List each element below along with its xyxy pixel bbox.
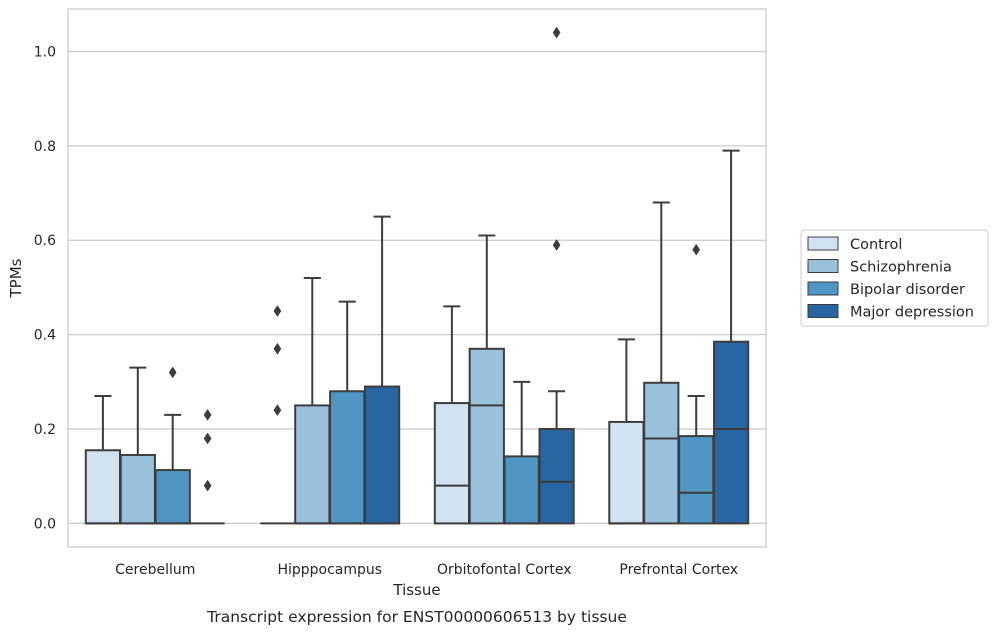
plot-frame bbox=[67, 8, 767, 548]
legend-label: Major depression bbox=[850, 305, 974, 321]
outlier-point bbox=[552, 26, 561, 39]
legend-label: Bipolar disorder bbox=[850, 282, 965, 298]
legend-swatch bbox=[807, 304, 839, 318]
y-tick-label: 1.0 bbox=[34, 44, 56, 60]
legend-swatch bbox=[807, 281, 839, 296]
outlier-point bbox=[273, 305, 282, 317]
y-tick-label: 0.6 bbox=[34, 233, 56, 249]
box bbox=[84, 394, 122, 525]
box bbox=[712, 149, 750, 525]
boxes bbox=[84, 26, 750, 525]
box bbox=[468, 234, 505, 525]
box-body bbox=[678, 435, 715, 525]
x-tick-label: Orbitofontal Cortex bbox=[437, 562, 572, 578]
legend-swatch bbox=[807, 259, 839, 273]
y-tick-label: 0.0 bbox=[34, 516, 56, 532]
y-tick-labels: 0.0 0.2 0.4 0.6 0.8 1.0 bbox=[34, 44, 56, 532]
box-body bbox=[329, 390, 366, 525]
box-body bbox=[643, 381, 680, 525]
outlier-point bbox=[203, 432, 212, 445]
outlier-point bbox=[203, 408, 212, 421]
box-body bbox=[468, 347, 505, 525]
outlier-point bbox=[273, 342, 282, 355]
box-body bbox=[538, 428, 575, 525]
box bbox=[260, 305, 295, 525]
y-tick-label: 0.4 bbox=[34, 328, 56, 344]
x-tick-label: Hipppocampus bbox=[277, 562, 382, 578]
box bbox=[190, 408, 225, 525]
legend-label: Schizophrenia bbox=[850, 260, 952, 276]
y-axis-label: TPMs bbox=[7, 258, 25, 298]
x-tick-labels: Cerebellum Hipppocampus Orbitofontal Corte… bbox=[115, 562, 738, 578]
x-tick-label: Cerebellum bbox=[115, 562, 195, 578]
box bbox=[678, 243, 715, 525]
box-body bbox=[433, 402, 471, 525]
y-tick-label: 0.2 bbox=[34, 422, 56, 438]
box-body bbox=[119, 453, 156, 525]
box-body bbox=[608, 420, 645, 525]
outlier-point bbox=[552, 239, 561, 251]
legend-label: Control bbox=[850, 237, 902, 253]
legend-swatch bbox=[807, 236, 839, 251]
box bbox=[538, 26, 575, 525]
y-tick-label: 0.8 bbox=[34, 139, 56, 155]
box-body bbox=[84, 449, 122, 525]
box-body bbox=[503, 455, 540, 525]
box bbox=[294, 277, 331, 525]
box-body bbox=[154, 469, 191, 525]
box-body bbox=[294, 404, 331, 525]
outlier-point bbox=[168, 366, 177, 379]
outlier-point bbox=[203, 479, 212, 492]
legend: Control Schizophrenia Bipolar disorder Majo… bbox=[800, 229, 989, 327]
outlier-point bbox=[692, 243, 701, 256]
x-axis-label: Tissue bbox=[392, 581, 440, 599]
box bbox=[503, 380, 540, 525]
box bbox=[608, 338, 645, 525]
box bbox=[119, 366, 156, 525]
outlier-point bbox=[273, 404, 282, 417]
x-tick-label: Prefrontal Cortex bbox=[619, 562, 738, 578]
box bbox=[329, 300, 366, 525]
box bbox=[643, 201, 680, 525]
box-body bbox=[363, 385, 401, 525]
box-body bbox=[712, 340, 750, 525]
chart-caption: Transcript expression for ENST0000060651… bbox=[206, 608, 627, 626]
box bbox=[433, 305, 471, 525]
box bbox=[363, 215, 401, 525]
box bbox=[154, 366, 191, 525]
legend-frame bbox=[800, 229, 989, 327]
